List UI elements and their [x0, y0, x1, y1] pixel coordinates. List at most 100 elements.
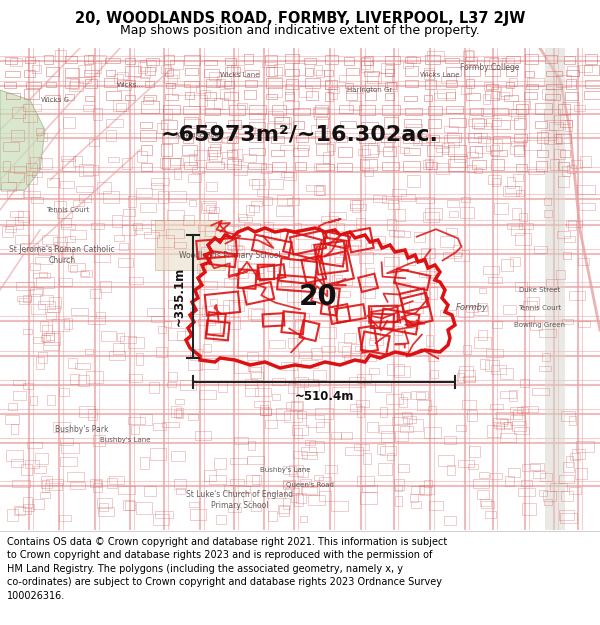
Bar	[140, 67, 149, 78]
Bar	[161, 119, 177, 129]
Bar	[42, 480, 49, 492]
Bar	[338, 148, 352, 157]
Bar	[346, 91, 356, 100]
Bar	[279, 506, 289, 516]
Bar	[412, 391, 428, 399]
Bar	[311, 348, 322, 359]
Bar	[23, 497, 32, 508]
Bar	[78, 375, 89, 386]
Bar	[209, 153, 222, 161]
Bar	[59, 516, 71, 521]
Bar	[517, 316, 534, 323]
Bar	[263, 222, 273, 232]
Bar	[464, 67, 480, 76]
Bar	[481, 501, 494, 508]
Bar	[410, 494, 418, 502]
Bar	[144, 94, 156, 100]
Bar	[548, 121, 563, 130]
Bar	[401, 194, 415, 201]
Bar	[474, 337, 491, 348]
Bar	[123, 209, 135, 216]
Bar	[476, 303, 487, 311]
Bar	[434, 93, 446, 100]
Bar	[337, 163, 352, 171]
Bar	[125, 66, 141, 76]
Bar	[62, 249, 72, 261]
Bar	[149, 448, 166, 460]
Text: Bushby's Lane: Bushby's Lane	[260, 467, 310, 473]
Bar	[440, 311, 456, 316]
Bar	[271, 228, 280, 240]
Bar	[88, 316, 105, 324]
Bar	[295, 319, 302, 330]
Bar	[217, 79, 225, 87]
Bar	[311, 292, 322, 298]
Bar	[414, 134, 430, 142]
Bar	[118, 72, 128, 79]
Bar	[485, 84, 497, 89]
Bar	[64, 117, 75, 128]
Bar	[131, 424, 139, 434]
Bar	[155, 511, 173, 518]
Bar	[560, 120, 572, 127]
Bar	[518, 488, 535, 496]
Bar	[349, 377, 364, 387]
Bar	[561, 411, 575, 421]
Bar	[249, 104, 266, 114]
Bar	[340, 244, 358, 255]
Bar	[516, 190, 524, 196]
Bar	[500, 432, 516, 442]
Bar	[326, 271, 334, 282]
Bar	[550, 159, 559, 170]
Bar	[497, 91, 509, 99]
Bar	[366, 268, 374, 278]
Bar	[380, 407, 386, 417]
Bar	[182, 145, 197, 156]
Bar	[166, 83, 175, 88]
Bar	[405, 66, 418, 76]
Bar	[488, 175, 500, 184]
Bar	[475, 146, 490, 153]
Bar	[453, 246, 462, 256]
Bar	[359, 133, 374, 143]
Bar	[235, 362, 249, 373]
Bar	[170, 60, 184, 69]
Bar	[320, 346, 335, 352]
Bar	[385, 65, 392, 76]
Bar	[474, 168, 482, 173]
Bar	[41, 476, 52, 488]
Bar	[144, 232, 159, 238]
Bar	[59, 457, 77, 466]
Bar	[322, 216, 338, 222]
Bar	[224, 81, 235, 88]
Bar	[61, 443, 79, 453]
Bar	[245, 379, 257, 388]
Bar	[403, 161, 419, 171]
Bar	[542, 89, 556, 99]
Bar	[513, 409, 522, 419]
Bar	[272, 378, 286, 385]
Bar	[238, 261, 249, 268]
Bar	[16, 282, 34, 290]
Bar	[7, 190, 24, 198]
Bar	[106, 119, 123, 127]
Bar	[385, 82, 397, 89]
Bar	[359, 252, 373, 263]
Bar	[396, 282, 410, 294]
Bar	[26, 175, 37, 184]
Bar	[165, 68, 173, 76]
Bar	[73, 156, 82, 166]
Bar	[319, 491, 331, 501]
Bar	[506, 223, 522, 229]
Bar	[288, 383, 296, 393]
Bar	[362, 145, 378, 157]
Bar	[79, 77, 91, 83]
Bar	[424, 427, 441, 438]
Bar	[451, 156, 467, 166]
Bar	[299, 352, 312, 358]
Bar	[369, 338, 383, 344]
Bar	[83, 105, 94, 111]
Bar	[61, 156, 75, 161]
Bar	[341, 432, 352, 439]
Bar	[184, 55, 200, 65]
